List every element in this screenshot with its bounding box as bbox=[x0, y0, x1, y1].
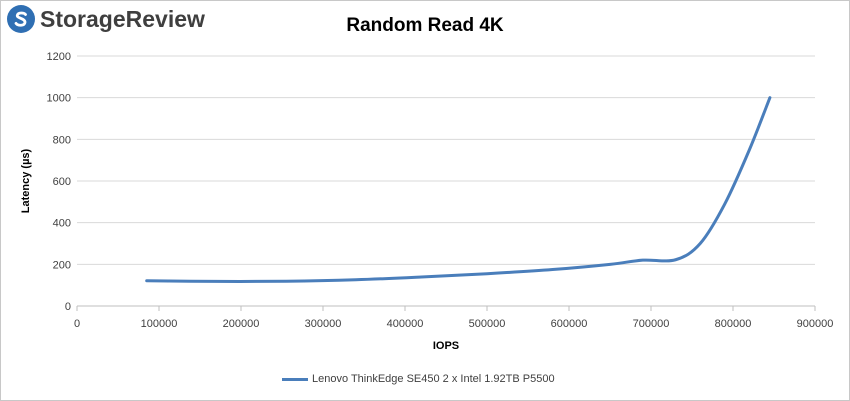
storagereview-logo-icon bbox=[7, 5, 35, 33]
x-tick-label: 400000 bbox=[387, 318, 424, 330]
x-tick-label: 700000 bbox=[633, 318, 670, 330]
y-tick-label: 1000 bbox=[47, 93, 71, 105]
x-tick-label: 0 bbox=[74, 318, 80, 330]
y-tick-label: 1200 bbox=[47, 51, 71, 63]
y-tick-label: 600 bbox=[53, 176, 71, 188]
x-axis-title: IOPS bbox=[433, 340, 459, 352]
x-tick-label: 100000 bbox=[141, 318, 178, 330]
x-tick-label: 900000 bbox=[797, 318, 834, 330]
y-tick-label: 0 bbox=[65, 301, 71, 313]
x-tick-label: 800000 bbox=[715, 318, 752, 330]
x-tick-label: 200000 bbox=[223, 318, 260, 330]
x-tick-label: 600000 bbox=[551, 318, 588, 330]
legend-label: Lenovo ThinkEdge SE450 2 x Intel 1.92TB … bbox=[312, 373, 555, 385]
series-line bbox=[145, 96, 772, 283]
chart-legend: Lenovo ThinkEdge SE450 2 x Intel 1.92TB … bbox=[282, 373, 555, 385]
y-axis-title: Latency (µs) bbox=[20, 148, 32, 213]
y-tick-label: 400 bbox=[53, 218, 71, 230]
x-tick-label: 500000 bbox=[469, 318, 506, 330]
storagereview-logo: StorageReview bbox=[6, 4, 205, 34]
legend-swatch bbox=[282, 377, 308, 381]
y-tick-label: 800 bbox=[53, 134, 71, 146]
logo-text: StorageReview bbox=[40, 5, 205, 32]
x-tick-label: 300000 bbox=[305, 318, 342, 330]
y-tick-label: 200 bbox=[53, 259, 71, 271]
chart-title: Random Read 4K bbox=[346, 15, 504, 36]
